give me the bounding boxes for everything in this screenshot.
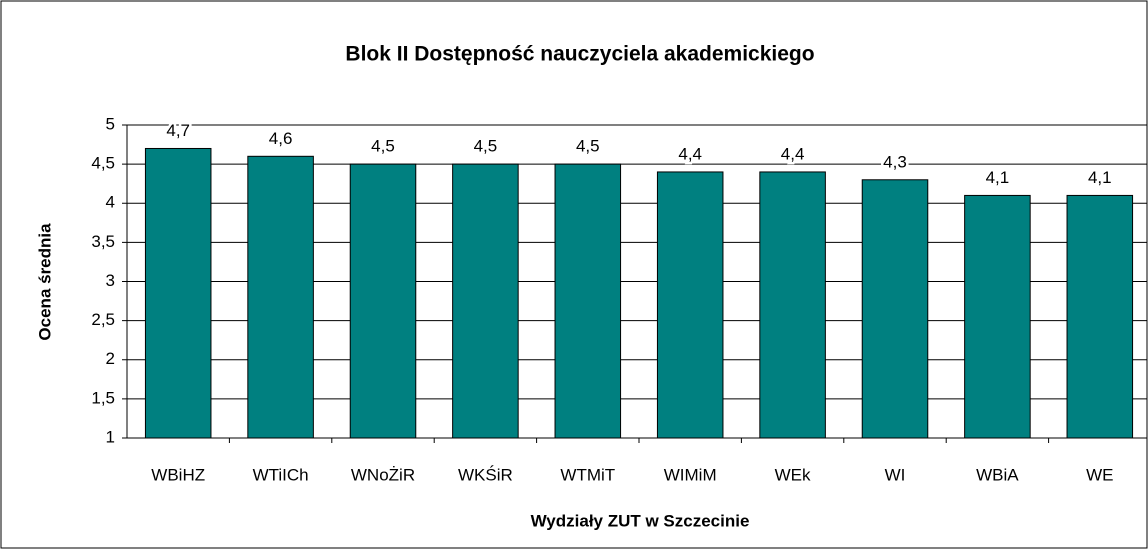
y-tick-label: 2,5 xyxy=(91,310,115,329)
x-tick-label: WBiHZ xyxy=(151,465,205,484)
bar xyxy=(452,163,519,439)
x-tick-label: WI xyxy=(885,465,906,484)
value-label: 4,4 xyxy=(781,144,805,163)
x-tick-label: WNoŻiR xyxy=(351,465,415,484)
y-tick-label: 3 xyxy=(106,271,115,290)
bar xyxy=(247,155,314,439)
y-axis-label: Ocena średnia xyxy=(35,223,54,341)
y-tick-label: 1,5 xyxy=(91,388,115,407)
value-label: 4,4 xyxy=(678,144,702,163)
value-label: 4,5 xyxy=(576,137,600,156)
value-label: 4,7 xyxy=(166,121,190,140)
value-label: 4,3 xyxy=(883,152,907,171)
x-tick-label: WEk xyxy=(775,465,811,484)
value-label: 4,5 xyxy=(474,137,498,156)
value-label: 4,6 xyxy=(269,129,293,148)
x-tick-label: WIMiM xyxy=(664,465,717,484)
bar xyxy=(1066,194,1134,439)
bar xyxy=(759,171,826,439)
x-tick-label: WKŚiR xyxy=(458,465,513,484)
y-tick-label: 4 xyxy=(106,193,115,212)
bar xyxy=(861,179,929,439)
value-label: 4,1 xyxy=(986,168,1010,187)
x-tick-label: WE xyxy=(1086,465,1113,484)
bar xyxy=(349,163,417,439)
y-tick-label: 1 xyxy=(106,427,115,446)
value-label: 4,1 xyxy=(1088,168,1112,187)
y-tick-label: 5 xyxy=(106,114,115,133)
x-axis-label: Wydziały ZUT w Szczecinie xyxy=(531,511,750,530)
y-tick-label: 4,5 xyxy=(91,154,115,173)
bar xyxy=(554,163,622,439)
x-tick-label: WTMiT xyxy=(560,465,615,484)
chart-title: Blok II Dostępność nauczyciela akademick… xyxy=(345,43,814,66)
bar xyxy=(964,194,1031,439)
bar xyxy=(656,171,724,439)
y-tick-label: 3,5 xyxy=(91,232,115,251)
value-label: 4,5 xyxy=(371,137,395,156)
x-tick-label: WBiA xyxy=(976,465,1019,484)
bar xyxy=(144,147,212,439)
x-tick-label: WTiICh xyxy=(253,465,309,484)
y-tick-label: 2 xyxy=(106,349,115,368)
